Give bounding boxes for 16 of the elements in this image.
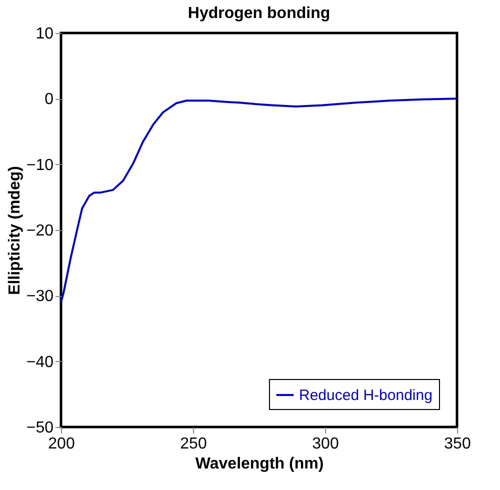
legend-label: Reduced H-bonding [299,387,432,404]
x-tick-label: 200 [48,436,75,452]
y-axis-title: Ellipticity (mdeg) [6,166,24,295]
line-series [60,98,458,304]
x-axis-title: Wavelength (nm) [195,456,324,472]
x-tick-label: 300 [312,436,339,452]
x-tick-label: 350 [444,436,471,452]
chart-title: Hydrogen bonding [188,5,330,22]
y-tick-label: −50 [26,420,54,436]
y-tick-label: 0 [44,91,54,108]
y-tick-label: −40 [26,354,54,371]
y-tick-label: −10 [26,156,54,174]
x-tick-label: 250 [180,436,207,452]
y-tick-label: −30 [26,288,54,306]
y-tick-label: 10 [36,26,54,42]
y-tick-label: −20 [26,222,54,240]
